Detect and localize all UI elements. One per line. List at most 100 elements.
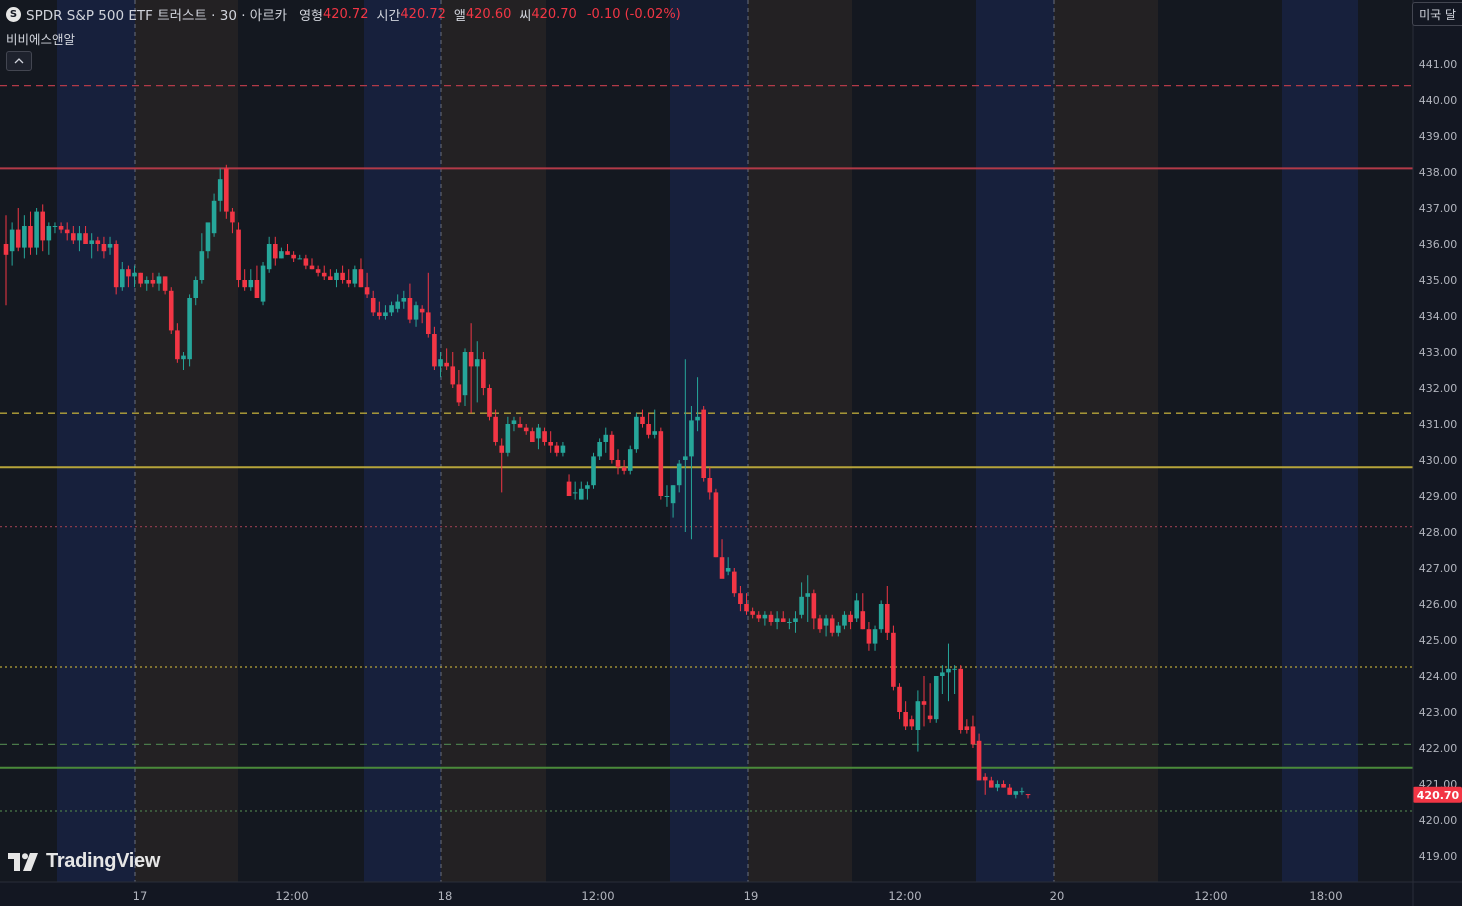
candle: [413, 301, 419, 327]
candle: [842, 611, 847, 630]
candle: [377, 301, 382, 320]
session-band: [135, 0, 238, 882]
indicator-label[interactable]: 비비에스앤알: [6, 32, 76, 47]
symbol-badge-icon[interactable]: S: [6, 6, 21, 22]
brand-name: TradingView: [46, 850, 161, 872]
price-axis[interactable]: 441.00 440.00 439.00 438.00 437.00 436.00 435.…: [1413, 0, 1462, 906]
candle: [517, 416, 523, 428]
candle: [285, 244, 290, 255]
candle: [370, 290, 376, 316]
last-price-tag: [1413, 786, 1462, 803]
price-tick-label: 422.00: [1419, 742, 1458, 755]
candle: [260, 262, 266, 306]
candle: [989, 776, 994, 788]
candle: [236, 222, 241, 288]
candle: [713, 488, 719, 558]
low-label: 앨: [453, 8, 466, 24]
price-tick-label: 438.00: [1419, 166, 1458, 179]
price-tick-label: 433.00: [1419, 346, 1458, 359]
chevron-up-icon: [14, 58, 24, 64]
price-axis-background: [1413, 0, 1462, 906]
candle: [927, 683, 933, 723]
candle: [383, 305, 388, 320]
candle: [542, 427, 547, 446]
candle: [107, 236, 113, 255]
candle: [762, 611, 768, 626]
low-value: 420.60: [465, 6, 512, 22]
price-tick-label: 429.00: [1419, 490, 1458, 503]
candle: [585, 481, 590, 500]
candle: [909, 715, 915, 730]
collapse-button[interactable]: [6, 51, 32, 71]
price-tick-label: 420.00: [1419, 814, 1458, 827]
candle: [646, 413, 651, 439]
price-tick-label: 440.00: [1419, 94, 1458, 107]
candle: [793, 611, 798, 633]
candle: [897, 683, 902, 720]
candle: [548, 431, 553, 453]
candle: [279, 247, 284, 259]
candle: [634, 413, 639, 453]
price-tick-label: 419.00: [1419, 850, 1458, 863]
session-bands: [57, 0, 1358, 882]
candle: [162, 276, 168, 295]
candle: [609, 431, 615, 464]
candle: [921, 676, 927, 727]
high-value: 420.72: [400, 6, 446, 22]
candle: [627, 445, 633, 475]
candle: [34, 208, 39, 255]
candle: [340, 265, 345, 284]
candle: [1025, 794, 1031, 799]
time-tick-label: 19: [744, 889, 759, 903]
candle: [603, 427, 609, 453]
candle: [695, 377, 700, 432]
candle: [1001, 780, 1006, 788]
price-tick-label: 441.00: [1419, 58, 1458, 71]
symbol-title[interactable]: SPDR S&P 500 ETF 트러스트 · 30 · 아르카: [26, 8, 288, 24]
candle: [309, 258, 315, 270]
candle: [946, 643, 951, 702]
candle: [933, 676, 939, 723]
candle: [591, 452, 596, 489]
session-band: [1054, 0, 1158, 882]
candle: [891, 625, 896, 691]
candle: [811, 589, 817, 630]
candle: [89, 233, 94, 259]
candle: [211, 193, 217, 237]
candle: [144, 276, 150, 291]
candle: [224, 164, 229, 219]
tradingview-logo-icon: [8, 852, 38, 871]
candle: [248, 269, 254, 291]
candle: [731, 568, 737, 597]
session-band: [670, 0, 748, 882]
tradingview-logo[interactable]: TradingView: [8, 850, 160, 873]
time-tick-label: 12:00: [581, 889, 614, 903]
candle: [597, 438, 602, 460]
close-label: 씨: [519, 8, 532, 24]
candle: [291, 251, 296, 262]
candle: [438, 352, 443, 378]
last-price-label: 420.70: [1417, 789, 1460, 802]
candle: [970, 715, 976, 748]
candle: [407, 283, 413, 324]
candle: [572, 481, 578, 500]
price-tick-label: 432.00: [1419, 382, 1458, 395]
candle: [462, 348, 468, 406]
candle: [138, 272, 143, 288]
time-tick-label: 18:00: [1309, 889, 1342, 903]
high-label: 시간: [376, 8, 401, 24]
candle: [640, 409, 645, 428]
candle: [199, 233, 205, 284]
market-button[interactable]: 미국 달: [1412, 2, 1462, 26]
candle: [866, 622, 872, 651]
candle: [346, 269, 352, 288]
candle: [187, 294, 192, 367]
candle: [303, 254, 309, 270]
day-separator-lines: [134, 0, 1055, 882]
time-tick-label: 12:00: [275, 889, 308, 903]
candle: [52, 222, 58, 234]
change-value: -0.10 (-0.02%): [586, 6, 681, 22]
candle: [297, 254, 303, 260]
